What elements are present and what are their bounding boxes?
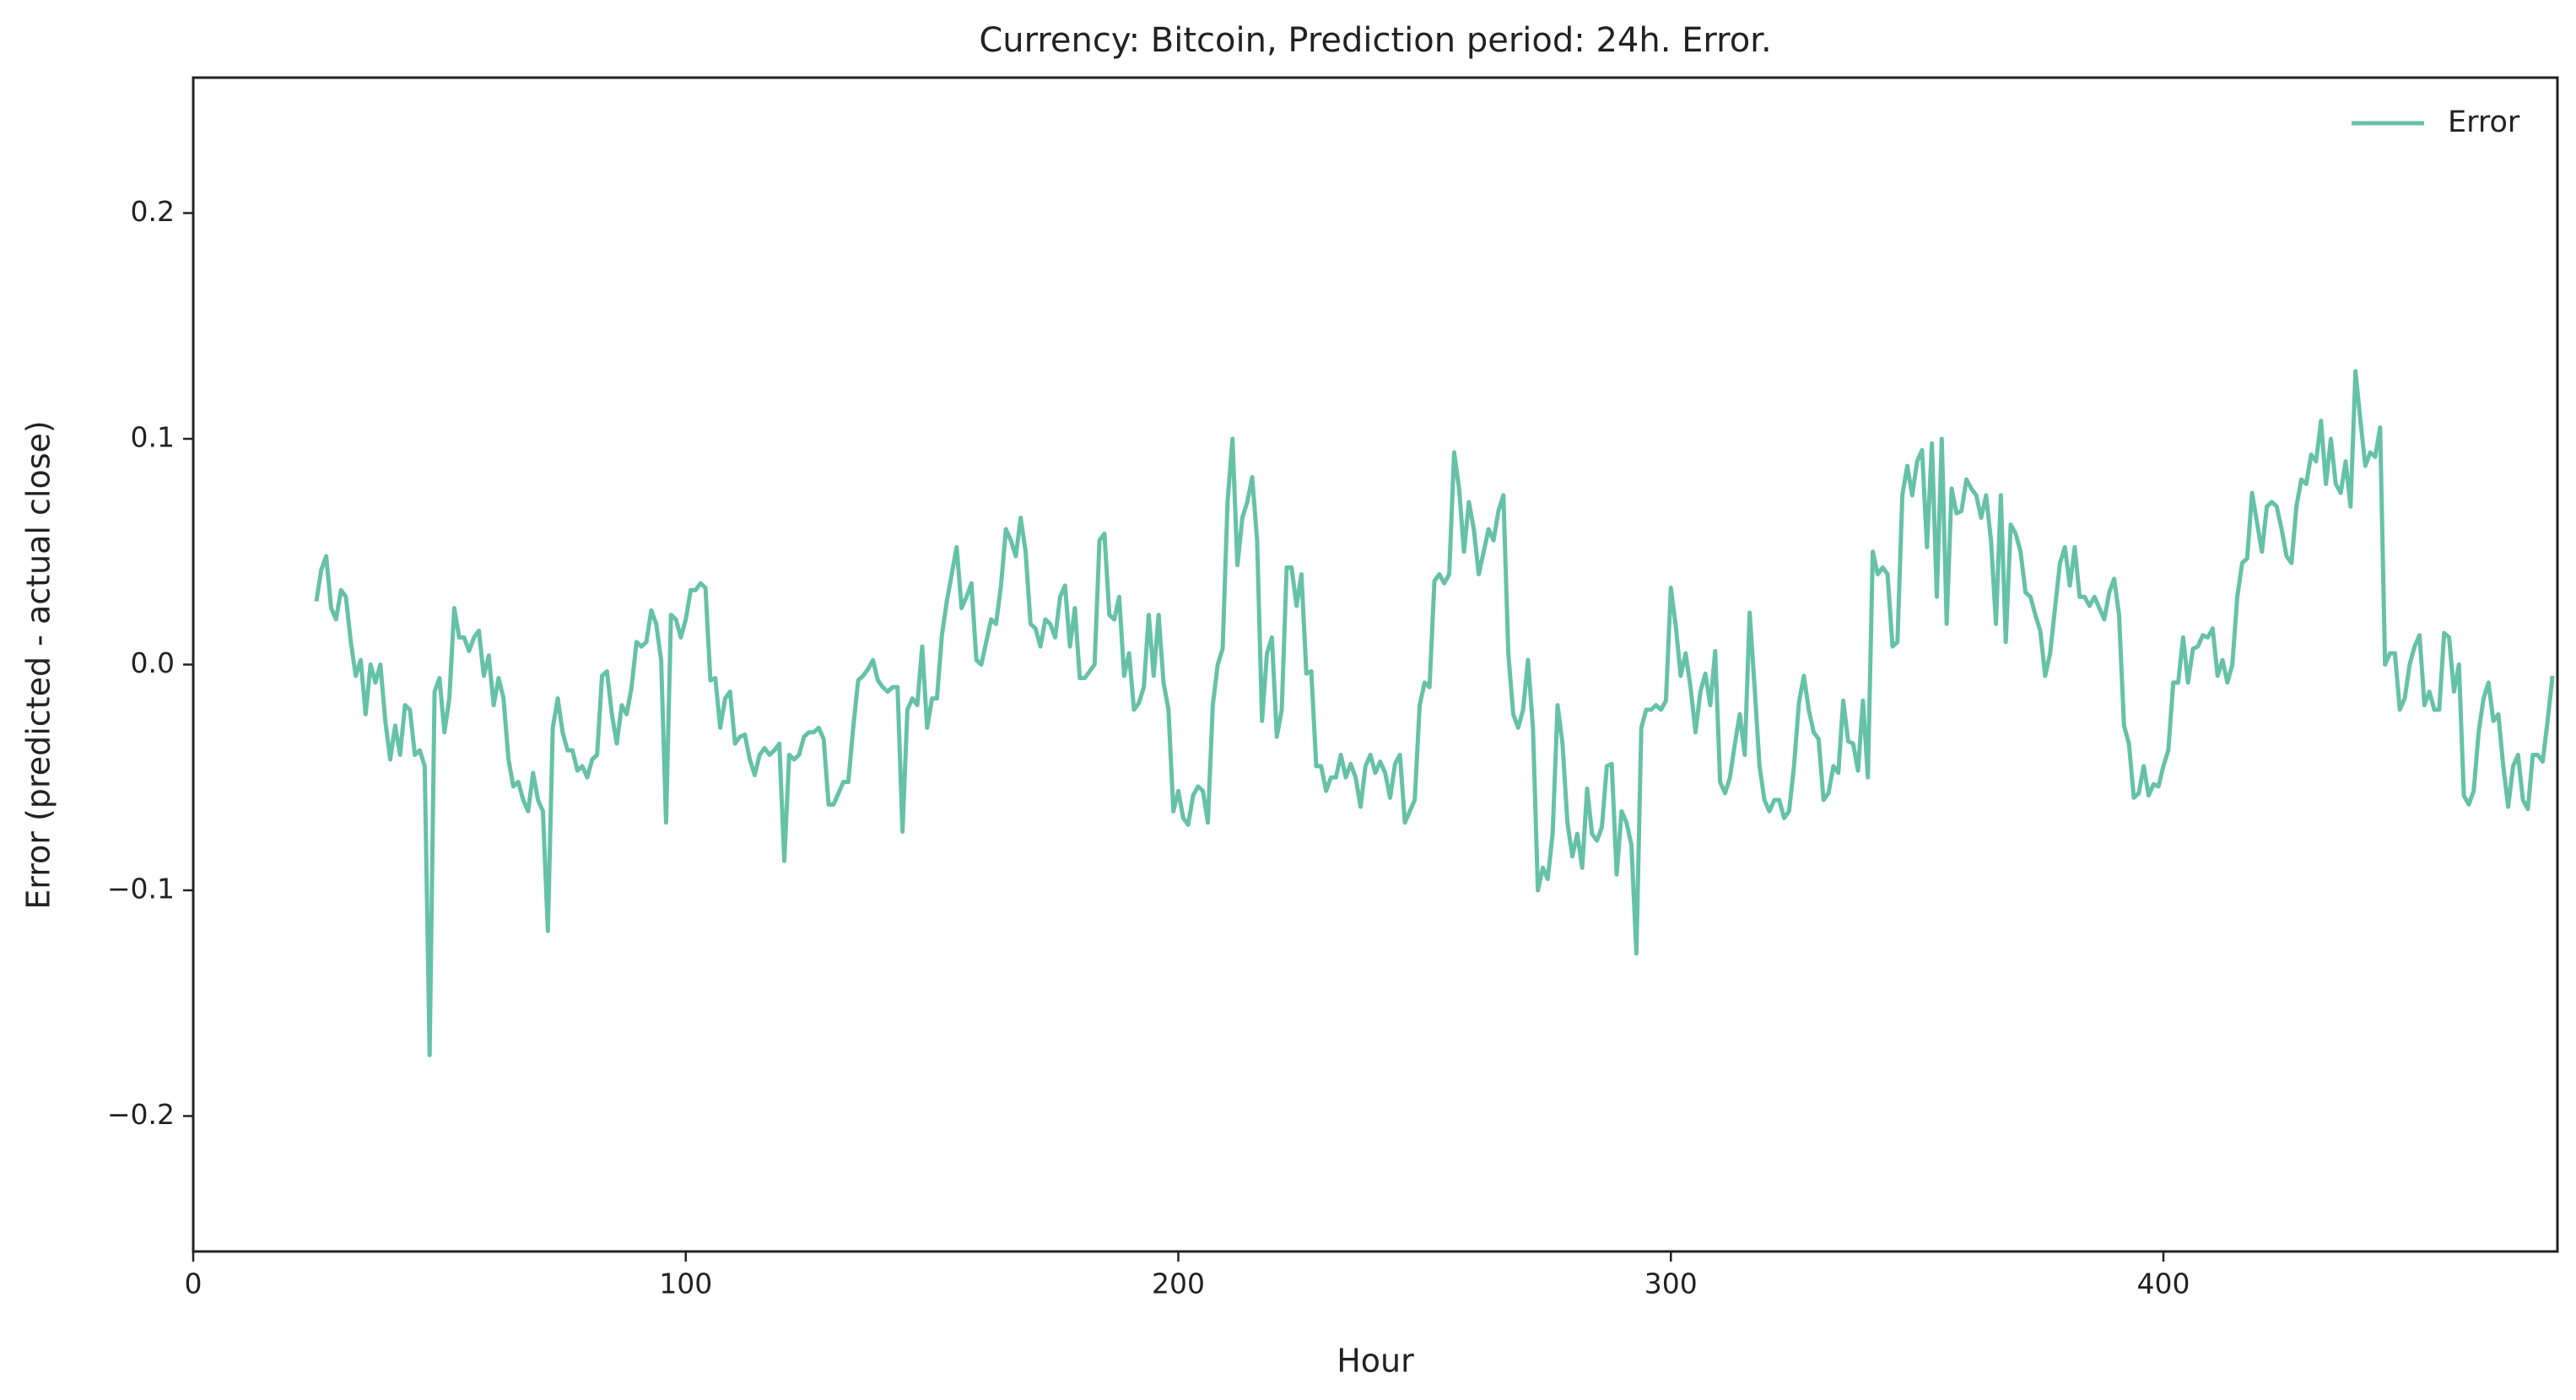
chart-title: Currency: Bitcoin, Prediction period: 24…	[979, 21, 1771, 60]
y-tick-label: −0.1	[107, 873, 175, 905]
x-tick-label: 200	[1152, 1268, 1205, 1300]
plot-frame	[192, 76, 2559, 1253]
data-line	[314, 369, 2555, 1057]
y-axis-label: Error (predicted - actual close)	[20, 420, 57, 909]
x-tick-label: 0	[185, 1268, 203, 1300]
y-tick-label: −0.2	[107, 1098, 175, 1131]
legend-label: Error	[2448, 105, 2520, 139]
x-axis-label: Hour	[1337, 1343, 1414, 1380]
y-tick-label: 0.2	[131, 195, 175, 228]
y-tick-label: 0.0	[131, 646, 175, 679]
x-tick-label: 300	[1644, 1268, 1698, 1300]
x-tick-label: 400	[2137, 1268, 2190, 1300]
y-tick-label: 0.1	[131, 421, 175, 454]
x-tick-label: 100	[659, 1268, 712, 1300]
